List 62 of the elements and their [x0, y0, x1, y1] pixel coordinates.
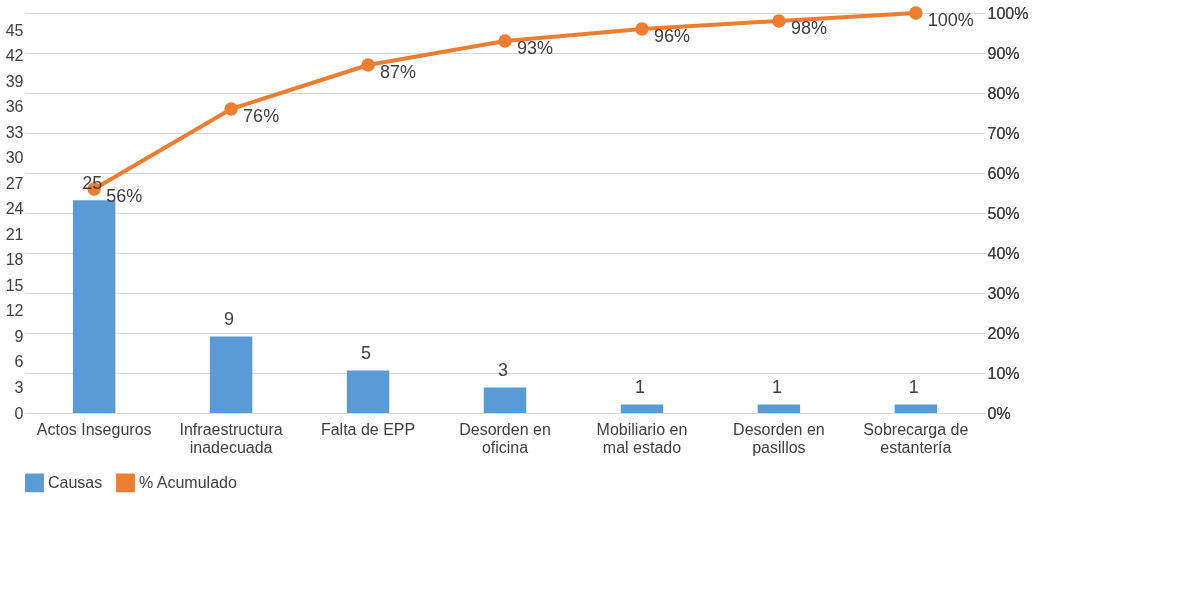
y-tick-label: 42	[5, 47, 24, 65]
x-tick-label: Infraestructura inadecuada	[179, 420, 283, 456]
bar	[894, 404, 938, 413]
bar	[72, 200, 116, 413]
x-tick-label: Mobiliario en mal estado	[596, 420, 688, 456]
y2-tick-label: 40%	[987, 244, 1020, 262]
y2-tick-label: 90%	[987, 44, 1020, 62]
y-tick-label: 0	[14, 404, 24, 422]
point	[361, 58, 375, 72]
point	[498, 34, 512, 48]
y-tick-label: 39	[5, 72, 24, 90]
point	[772, 14, 786, 28]
point	[909, 6, 923, 20]
y-tick-label: 6	[14, 353, 24, 371]
data-label: 93%	[517, 38, 554, 58]
bar	[346, 370, 390, 413]
point	[635, 22, 649, 36]
y2-tick-label: 20%	[987, 324, 1020, 342]
bar	[620, 404, 664, 413]
data-label: 5	[361, 343, 372, 364]
legend-label: % Acumulado	[139, 473, 237, 491]
bar	[757, 404, 801, 413]
y2-tick-label: 0%	[987, 404, 1011, 422]
y2-tick-label: 60%	[987, 164, 1020, 182]
data-label: 98%	[790, 18, 827, 38]
y-tick-label: 30	[5, 149, 24, 167]
point	[224, 102, 238, 116]
data-label: 87%	[380, 62, 417, 82]
y2-tick-label: 80%	[987, 84, 1020, 102]
data-label: 3	[497, 360, 509, 381]
x-tick-label: Desorden en pasillos	[733, 420, 825, 456]
y2-tick-label: 30%	[987, 284, 1020, 302]
y-tick-label: 3	[14, 378, 24, 396]
data-label: 1	[634, 377, 645, 398]
y2-tick-label: 100%	[987, 4, 1029, 22]
data-label: 1	[771, 377, 782, 398]
y2-tick-label: 10%	[987, 364, 1020, 382]
bar	[483, 387, 527, 413]
y-tick-label: 24	[5, 200, 24, 218]
x-tick-label: Sobrecarga de estantería	[863, 420, 969, 456]
y-tick-label: 45	[5, 21, 24, 39]
x-tick-label: Actos Inseguros	[36, 420, 152, 438]
x-tick-label: Desorden en oficina	[459, 420, 551, 456]
y2-tick-label: 70%	[987, 124, 1020, 142]
data-label: 76%	[243, 106, 280, 126]
y-tick-label: 9	[14, 327, 24, 345]
y-tick-label: 27	[5, 174, 24, 192]
y2-tick-label: 50%	[987, 204, 1020, 222]
y-tick-label: 33	[5, 123, 24, 141]
y-tick-label: 21	[5, 225, 24, 243]
data-label: 1	[908, 377, 919, 398]
data-label: 96%	[653, 26, 690, 46]
y-tick-label: 18	[5, 251, 24, 269]
data-label: 100%	[927, 10, 974, 30]
data-label: 9	[224, 309, 235, 330]
y-tick-label: 36	[5, 98, 24, 116]
data-label: 56%	[106, 186, 143, 206]
legend-label: Causas	[48, 473, 103, 491]
x-tick-label: Falta de EPP	[320, 420, 416, 438]
y-tick-label: 12	[5, 302, 24, 320]
y-tick-label: 15	[5, 276, 24, 294]
bar	[209, 336, 253, 413]
